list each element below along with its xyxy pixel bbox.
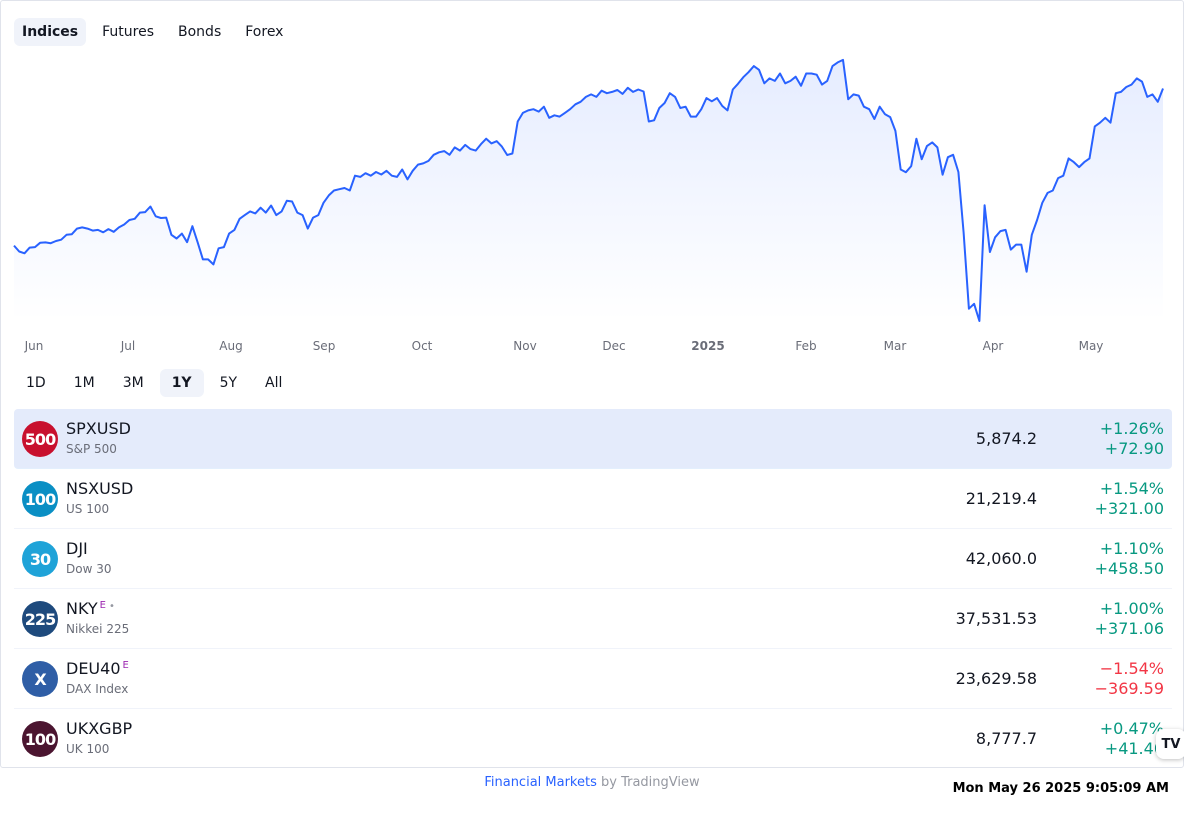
tab-futures[interactable]: Futures (102, 24, 155, 40)
ticker-text: SPXUSD (66, 419, 131, 438)
attribution-text: by TradingView (601, 775, 700, 790)
change-absolute: +41.40 (1104, 739, 1164, 758)
range-1d[interactable]: 1D (26, 375, 46, 391)
symbol-logo: 100 (22, 481, 58, 517)
symbol-ticker: NSXUSD (66, 479, 133, 498)
symbol-price: 37,531.53 (955, 609, 1037, 628)
financial-markets-link[interactable]: Financial Markets (484, 775, 597, 790)
x-tick-label: Jun (24, 339, 44, 353)
symbol-ticker: SPXUSD (66, 419, 131, 438)
chart-area-fill (14, 59, 1163, 322)
symbol-row-ukxgbp[interactable]: 100 UKXGBP UK 100 8,777.7 +0.47% +41.40 (14, 709, 1172, 767)
market-status-dot: • (109, 601, 115, 612)
x-tick-label: Oct (412, 339, 433, 353)
symbol-logo: X (22, 661, 58, 697)
change-percent: −1.54% (1099, 659, 1164, 678)
market-overview-widget: Indices Futures Bonds Forex Jun Jul Aug Sep… (0, 0, 1184, 768)
symbol-description: US 100 (66, 502, 110, 516)
change-absolute: −369.59 (1094, 679, 1164, 698)
ticker-text: DJI (66, 539, 88, 558)
symbol-logo: 100 (22, 721, 58, 757)
symbol-price: 8,777.7 (975, 729, 1037, 748)
x-tick-label: Nov (513, 339, 536, 353)
change-absolute: +371.06 (1094, 619, 1164, 638)
symbol-description: DAX Index (66, 682, 129, 696)
symbol-price: 23,629.58 (955, 669, 1037, 688)
symbol-row-deu40[interactable]: X DEU40 E DAX Index 23,629.58 −1.54% −369… (14, 649, 1172, 709)
time-range-selector: 1D 1M 3M 1Y 5Y All (14, 369, 298, 397)
change-absolute: +72.90 (1104, 439, 1164, 458)
symbol-price: 21,219.4 (965, 489, 1037, 508)
symbol-row-nsxusd[interactable]: 100 NSXUSD US 100 21,219.4 +1.54% +321.0… (14, 469, 1172, 529)
tab-indices[interactable]: Indices (14, 18, 87, 46)
symbol-description: S&P 500 (66, 442, 117, 456)
end-of-day-marker: E (122, 660, 129, 671)
ticker-text: DEU40 (66, 659, 121, 678)
symbol-description: UK 100 (66, 742, 110, 756)
ticker-text: NKY (66, 599, 98, 618)
symbol-price: 5,874.2 (975, 429, 1037, 448)
change-absolute: +458.50 (1094, 559, 1164, 578)
range-3m[interactable]: 3M (122, 375, 144, 391)
market-tabs: Indices Futures Bonds Forex (14, 18, 299, 46)
x-tick-label: Feb (795, 339, 816, 353)
symbol-ticker: DJI (66, 539, 88, 558)
x-tick-label: Dec (602, 339, 625, 353)
x-tick-label: Apr (983, 339, 1004, 353)
timestamp-clock: Mon May 26 2025 9:05:09 AM (952, 781, 1169, 796)
area-chart-svg: Jun Jul Aug Sep Oct Nov Dec 2025 Feb Mar Apr May (13, 58, 1164, 353)
symbol-row-nky[interactable]: 225 NKY E • Nikkei 225 37,531.53 +1.00% +3… (14, 589, 1172, 649)
symbol-logo: 225 (22, 601, 58, 637)
chart-series-line (13, 58, 1164, 322)
end-of-day-marker: E (99, 600, 106, 611)
symbol-row-dji[interactable]: 30 DJI Dow 30 42,060.0 +1.10% +458.50 (14, 529, 1172, 589)
range-5y[interactable]: 5Y (219, 375, 238, 391)
symbol-ticker: DEU40 E (66, 659, 129, 678)
ticker-text: NSXUSD (66, 479, 134, 498)
x-tick-label: 2025 (691, 339, 724, 353)
price-chart[interactable]: Jun Jul Aug Sep Oct Nov Dec 2025 Feb Mar Apr May (1, 49, 1183, 359)
range-1m[interactable]: 1M (73, 375, 95, 391)
x-tick-label: Sep (313, 339, 336, 353)
change-percent: +1.00% (1099, 599, 1164, 618)
symbol-description: Nikkei 225 (66, 622, 130, 636)
symbol-description: Dow 30 (66, 562, 112, 576)
x-tick-label: Aug (219, 339, 242, 353)
symbol-ticker: NKY E • (66, 599, 115, 618)
tab-bonds[interactable]: Bonds (178, 24, 222, 40)
change-percent: +0.47% (1099, 719, 1164, 738)
tradingview-logo-icon[interactable]: TV (1156, 729, 1184, 759)
range-all[interactable]: All (265, 375, 283, 391)
symbol-list: 500 SPXUSD S&P 500 5,874.2 +1.26% +72.90… (14, 409, 1172, 767)
change-percent: +1.10% (1099, 539, 1164, 558)
x-axis-ticks: Jun Jul Aug Sep Oct Nov Dec 2025 Feb Mar Apr May (24, 339, 1104, 353)
x-tick-label: May (1079, 339, 1104, 353)
change-percent: +1.26% (1099, 419, 1164, 438)
symbol-row-spxusd[interactable]: 500 SPXUSD S&P 500 5,874.2 +1.26% +72.90 (14, 409, 1172, 469)
footer-attribution: Financial Markets by TradingView (0, 775, 1184, 790)
symbol-ticker: UKXGBP (66, 719, 132, 738)
change-percent: +1.54% (1099, 479, 1164, 498)
range-1y[interactable]: 1Y (159, 369, 204, 397)
ticker-text: UKXGBP (66, 719, 133, 738)
tab-forex[interactable]: Forex (245, 24, 284, 40)
symbol-logo: 500 (22, 421, 58, 457)
x-tick-label: Mar (884, 339, 907, 353)
change-absolute: +321.00 (1094, 499, 1164, 518)
symbol-price: 42,060.0 (965, 549, 1037, 568)
symbol-logo: 30 (22, 541, 58, 577)
x-tick-label: Jul (120, 339, 135, 353)
